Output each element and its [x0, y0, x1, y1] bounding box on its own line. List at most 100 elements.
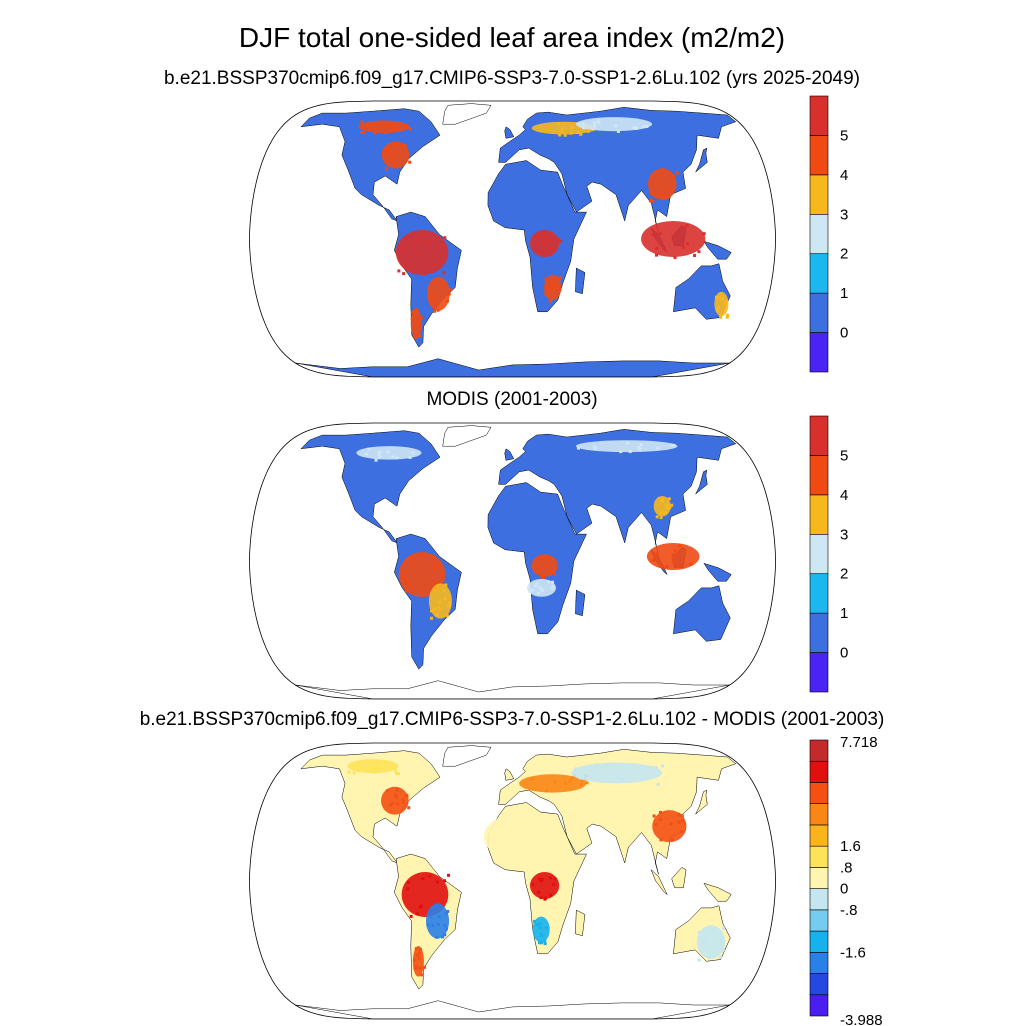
- colorbar-swatch: [809, 739, 829, 762]
- value-speckle: [530, 777, 534, 781]
- value-speckle: [581, 121, 585, 125]
- land-japan: [695, 469, 708, 495]
- colorbar-swatch: [809, 803, 829, 826]
- value-speckle: [661, 193, 665, 197]
- value-speckle: [417, 956, 421, 960]
- value-speckle: [370, 767, 374, 771]
- colorbar-swatch: [809, 760, 829, 783]
- colorbar-label: -3.988: [840, 1012, 883, 1026]
- value-speckle: [392, 160, 396, 164]
- colorbar-label: 4: [840, 487, 848, 504]
- value-speckle: [409, 914, 413, 918]
- land-northAmerica: [300, 108, 441, 222]
- value-speckle: [383, 131, 387, 135]
- value-speckle: [635, 126, 639, 130]
- value-speckle: [395, 456, 399, 460]
- value-speckle: [367, 447, 371, 451]
- value-speckle: [537, 877, 541, 881]
- value-speckle: [642, 125, 646, 129]
- value-speckle: [547, 580, 551, 584]
- value-speckle: [536, 235, 540, 239]
- value-region: [571, 762, 663, 784]
- land-madagascar: [575, 909, 586, 937]
- value-speckle: [568, 779, 572, 783]
- value-speckle: [437, 915, 441, 919]
- value-speckle: [587, 129, 591, 133]
- value-speckle: [655, 552, 659, 556]
- value-speckle: [445, 614, 449, 618]
- land-madagascar: [575, 267, 586, 295]
- colorbar-swatch: [809, 952, 829, 974]
- value-speckle: [369, 124, 373, 128]
- value-speckle: [446, 909, 450, 913]
- value-speckle: [365, 123, 369, 127]
- value-speckle: [650, 192, 654, 196]
- value-speckle: [675, 235, 679, 239]
- value-speckle: [660, 497, 664, 501]
- value-speckle: [432, 305, 436, 309]
- value-speckle: [677, 820, 681, 824]
- value-speckle: [653, 193, 657, 197]
- value-speckle: [693, 254, 697, 258]
- value-speckle: [441, 935, 445, 939]
- value-speckle: [539, 896, 543, 900]
- value-speckle: [435, 880, 439, 884]
- value-speckle: [541, 240, 545, 244]
- value-speckle: [659, 838, 663, 842]
- value-speckle: [669, 822, 673, 826]
- colorbar-swatch: [809, 994, 829, 1017]
- value-speckle: [637, 445, 641, 449]
- value-speckle: [724, 302, 728, 306]
- panel-2-title: MODIS (2001-2003): [426, 389, 598, 410]
- value-speckle: [420, 552, 424, 556]
- colorbar-label: 7.718: [840, 734, 878, 751]
- land-antarctica: [295, 358, 730, 377]
- value-speckle: [445, 299, 449, 303]
- value-speckle: [544, 292, 548, 296]
- value-speckle: [385, 789, 389, 793]
- colorbar-swatch: [809, 174, 829, 215]
- value-speckle: [667, 497, 671, 501]
- value-speckle: [592, 445, 596, 449]
- value-speckle: [563, 133, 567, 137]
- value-speckle: [632, 126, 636, 130]
- value-speckle: [543, 555, 547, 559]
- value-region: [483, 816, 542, 858]
- value-speckle: [672, 175, 676, 179]
- value-speckle: [654, 765, 658, 769]
- value-speckle: [392, 127, 396, 131]
- colorbar-label: 3: [840, 206, 848, 223]
- value-speckle: [651, 199, 655, 203]
- value-speckle: [414, 947, 418, 951]
- colorbar-swatch: [809, 612, 829, 653]
- value-region: [653, 496, 671, 517]
- value-speckle: [404, 589, 408, 593]
- value-speckle: [679, 813, 683, 817]
- value-speckle: [402, 272, 406, 276]
- value-speckle: [614, 124, 618, 128]
- value-speckle: [415, 966, 419, 970]
- value-speckle: [558, 133, 562, 137]
- value-speckle: [408, 570, 412, 574]
- value-speckle: [675, 565, 679, 569]
- value-speckle: [360, 120, 364, 124]
- value-speckle: [534, 835, 538, 839]
- value-speckle: [391, 801, 395, 805]
- value-speckle: [552, 572, 556, 576]
- value-speckle: [529, 819, 533, 823]
- value-speckle: [423, 965, 427, 969]
- colorbar-label: 1: [840, 605, 848, 622]
- value-speckle: [628, 450, 632, 454]
- value-speckle: [665, 564, 669, 568]
- value-speckle: [435, 935, 439, 939]
- figure-title: DJF total one-sided leaf area index (m2/…: [238, 22, 786, 53]
- value-speckle: [550, 279, 554, 283]
- value-speckle: [502, 851, 506, 855]
- value-region: [696, 925, 726, 959]
- value-speckle: [538, 585, 542, 589]
- value-speckle: [534, 584, 538, 588]
- value-speckle: [401, 262, 405, 266]
- value-speckle: [541, 231, 545, 235]
- colorbar-label: -.8: [840, 902, 858, 919]
- value-speckle: [545, 564, 549, 568]
